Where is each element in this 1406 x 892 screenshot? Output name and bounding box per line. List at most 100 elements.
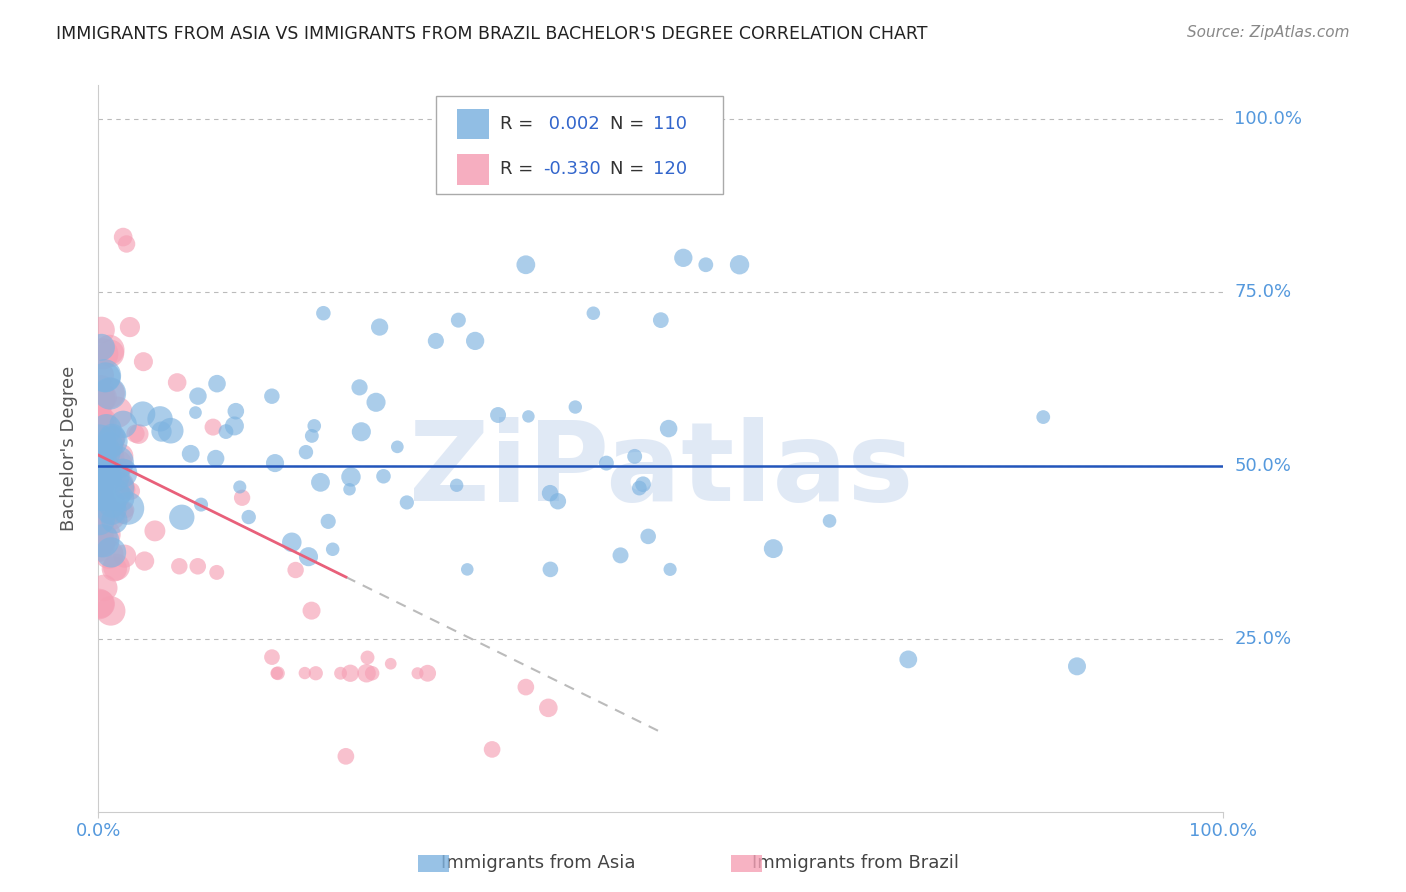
Point: [93, 468, 115, 483]
Point: [260, 389, 283, 403]
Point: [117, 501, 139, 516]
Point: [149, 412, 172, 426]
Point: [1066, 659, 1088, 673]
Point: [582, 306, 605, 320]
Point: [87, 392, 110, 407]
Point: [94, 499, 117, 513]
Point: [98, 343, 121, 357]
Point: [91, 464, 114, 478]
Point: [100, 545, 122, 559]
Point: [202, 420, 225, 434]
Point: [87, 451, 110, 466]
Point: [94, 527, 117, 541]
Point: [112, 230, 135, 244]
Point: [538, 562, 561, 576]
Point: [267, 666, 290, 681]
Point: [112, 417, 135, 432]
Point: [205, 376, 228, 391]
Point: [90, 323, 112, 337]
Point: [110, 491, 132, 506]
Point: [87, 519, 110, 533]
Point: [89, 469, 111, 483]
Point: [90, 470, 112, 484]
Point: [100, 433, 122, 447]
Point: [103, 469, 125, 483]
Point: [90, 484, 112, 499]
Point: [416, 666, 439, 681]
Point: [169, 559, 191, 574]
Point: [87, 597, 110, 611]
Point: [91, 529, 114, 543]
Point: [89, 434, 111, 449]
Point: [90, 381, 112, 395]
Point: [90, 458, 112, 473]
Text: 120: 120: [652, 161, 688, 178]
Point: [98, 438, 121, 452]
Point: [215, 425, 238, 439]
Point: [166, 376, 188, 390]
Point: [537, 701, 560, 715]
Point: [115, 479, 138, 493]
Point: [89, 409, 111, 424]
Point: [100, 604, 122, 618]
Point: [90, 489, 112, 503]
Point: [356, 666, 378, 681]
Point: [695, 258, 717, 272]
Point: [89, 415, 111, 429]
Point: [301, 429, 323, 443]
Point: [515, 680, 537, 694]
Point: [481, 742, 503, 756]
Point: [190, 498, 212, 512]
Point: [108, 478, 131, 492]
Point: [89, 434, 111, 449]
Point: [93, 491, 115, 505]
Point: [387, 440, 409, 454]
Text: -0.330: -0.330: [543, 161, 600, 178]
Point: [87, 467, 110, 481]
Point: [87, 530, 110, 544]
Point: [90, 443, 112, 458]
Point: [564, 400, 586, 414]
Text: R =: R =: [501, 115, 538, 133]
Point: [89, 534, 111, 549]
Point: [672, 251, 695, 265]
Point: [124, 426, 146, 441]
Point: [96, 471, 118, 485]
Point: [301, 604, 323, 618]
Point: [364, 395, 387, 409]
Point: [205, 566, 228, 580]
Point: [132, 354, 155, 368]
Point: [204, 451, 226, 466]
Point: [628, 481, 651, 495]
Point: [595, 456, 617, 470]
Point: [87, 434, 110, 448]
Point: [361, 666, 384, 681]
Point: [309, 475, 332, 490]
Text: Source: ZipAtlas.com: Source: ZipAtlas.com: [1187, 25, 1350, 40]
Point: [339, 666, 361, 681]
Point: [132, 407, 155, 421]
Text: Immigrants from Brazil: Immigrants from Brazil: [728, 855, 959, 872]
Point: [93, 390, 115, 404]
Point: [101, 430, 124, 444]
Text: 110: 110: [652, 115, 688, 133]
Point: [762, 541, 785, 556]
Point: [294, 666, 316, 681]
Point: [582, 168, 605, 182]
Point: [187, 559, 209, 574]
Point: [91, 460, 114, 475]
Text: 75.0%: 75.0%: [1234, 284, 1292, 301]
Point: [90, 416, 112, 430]
Point: [91, 426, 114, 441]
Point: [349, 380, 371, 394]
Point: [486, 408, 509, 422]
Point: [91, 533, 114, 548]
Text: 25.0%: 25.0%: [1234, 630, 1292, 648]
Point: [100, 446, 122, 460]
Point: [90, 491, 112, 505]
Point: [89, 476, 111, 491]
FancyBboxPatch shape: [457, 154, 489, 185]
Point: [229, 480, 252, 494]
Point: [818, 514, 841, 528]
Point: [114, 483, 136, 497]
